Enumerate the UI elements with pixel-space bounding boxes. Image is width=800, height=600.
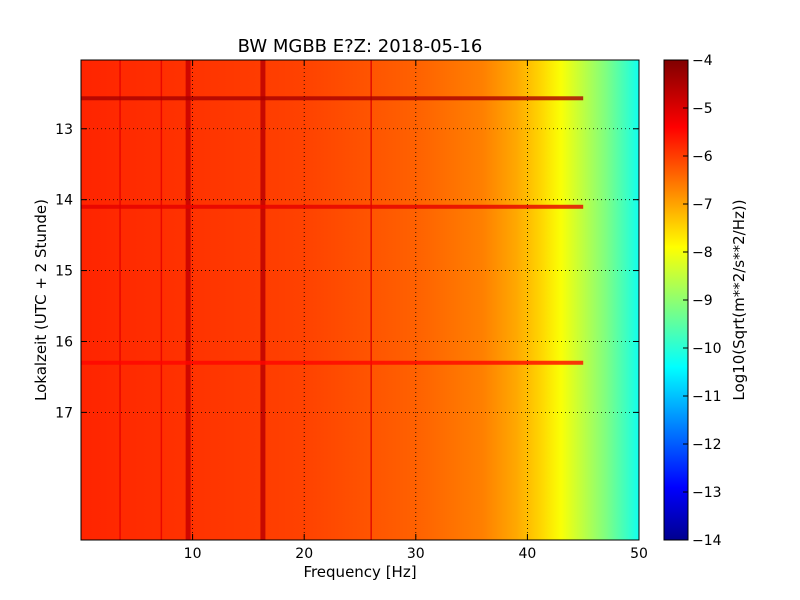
x-tick-label: 20 <box>295 546 313 562</box>
y-tick-label: 15 <box>55 264 73 280</box>
spectral-line-3 <box>185 60 191 540</box>
colorbar-label: Log10(Sqrt(m**2/s**2/Hz)) <box>730 199 748 400</box>
y-tick-label: 16 <box>55 334 73 350</box>
colorbar-tick-label: −4 <box>692 53 713 69</box>
x-tick-label: 30 <box>407 546 425 562</box>
plot-frame <box>80 59 640 541</box>
y-axis-label: Lokalzeit (UTC + 2 Stunde) <box>32 199 50 401</box>
spectral-line-5 <box>370 60 372 540</box>
spectral-line-1 <box>119 60 121 540</box>
colorbar-tick-label: −10 <box>692 341 722 357</box>
heatmap-area <box>81 60 639 540</box>
heatmap-background <box>81 60 639 540</box>
noise-band-3 <box>81 360 584 365</box>
colorbar-tick-label: −12 <box>692 437 722 453</box>
colorbar-tick-label: −5 <box>692 101 713 117</box>
colorbar-tick-label: −14 <box>692 533 722 549</box>
y-tick-label: 17 <box>55 405 73 421</box>
x-tick-label: 10 <box>184 546 202 562</box>
y-tick-label: 13 <box>55 122 73 138</box>
x-axis-label: Frequency [Hz] <box>303 563 416 581</box>
spectral-line-2 <box>160 60 163 540</box>
colorbar-tick-label: −7 <box>692 197 713 213</box>
noise-band-2 <box>81 204 584 209</box>
x-tick-label: 50 <box>630 546 648 562</box>
spectral-line-4 <box>260 60 266 540</box>
chart-title: BW MGBB E?Z: 2018-05-16 <box>238 36 483 57</box>
colorbar-tick-label: −9 <box>692 293 713 309</box>
colorbar-tick-label: −13 <box>692 485 722 501</box>
colorbar-tick-label: −11 <box>692 389 722 405</box>
colorbar-tick-label: −8 <box>692 245 713 261</box>
colorbar-tick-label: −6 <box>692 149 713 165</box>
y-tick-label: 14 <box>55 193 73 209</box>
x-tick-label: 40 <box>518 546 536 562</box>
noise-band-1 <box>81 96 584 101</box>
